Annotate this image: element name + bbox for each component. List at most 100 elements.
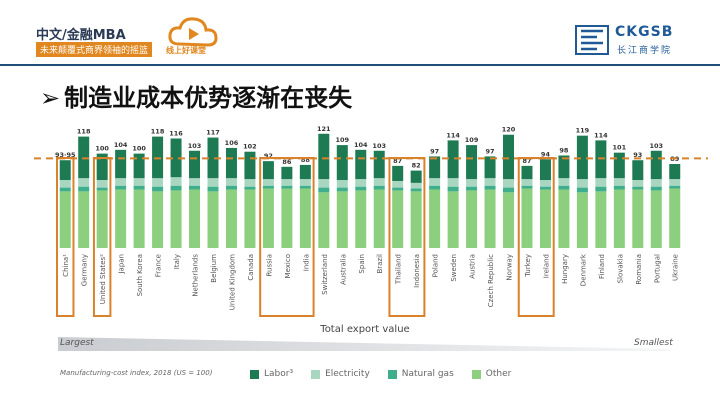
bar-segment-natural-gas (576, 187, 588, 193)
bar-total-label: 104 (354, 141, 368, 149)
bar-total-label: 94 (541, 150, 551, 158)
bar-segment-other (152, 191, 164, 248)
bar-segment-natural-gas (133, 185, 145, 190)
bar-segment-labor (558, 155, 570, 179)
bar-segment-labor (170, 138, 182, 178)
bar-segment-natural-gas (244, 186, 256, 190)
bar-segment-other (650, 190, 662, 248)
bar-total-label: 109 (335, 136, 349, 144)
highlight-box (259, 157, 315, 317)
ckgsb-logo-icon (575, 25, 609, 55)
category-label: Germany (81, 254, 89, 286)
bar-segment-other (410, 191, 422, 248)
bar-segment-labor (410, 170, 422, 183)
bar-segment-electricity (170, 177, 182, 186)
bar-segment-electricity (484, 178, 496, 186)
bar-segment-other (521, 188, 533, 248)
bar-segment-other (447, 191, 459, 248)
legend-item: Natural gas (387, 369, 454, 379)
category-label: Sweden (450, 254, 458, 282)
bar-segment-electricity (115, 178, 127, 186)
bar-segment-natural-gas (96, 187, 108, 191)
bar-segment-other (466, 190, 478, 248)
bar-segment-natural-gas (484, 185, 496, 190)
bar-segment-other (281, 188, 293, 248)
bar-segment-other (429, 189, 441, 248)
bar-total-label: 114 (446, 131, 460, 139)
bar-segment-electricity (262, 179, 274, 186)
bar-segment-electricity (152, 178, 164, 187)
bar-segment-other (539, 189, 551, 248)
chart-footnote: Manufacturing-cost index, 2018 (US = 100… (60, 369, 213, 377)
bar-segment-electricity (244, 179, 256, 187)
bar-segment-natural-gas (595, 186, 607, 192)
bar-segment-labor (207, 137, 219, 179)
category-label: Poland (432, 254, 440, 277)
ckgsb-name-en: CKGSB (615, 24, 674, 40)
bar-segment-natural-gas (466, 186, 478, 191)
bar-segment-natural-gas (115, 185, 127, 190)
bar-segment-electricity (78, 178, 90, 187)
category-label: Italy (173, 254, 181, 269)
bar-segment-other (262, 188, 274, 248)
bar-total-label: 97 (486, 147, 495, 155)
bar-segment-other (78, 191, 90, 248)
bar-segment-natural-gas (59, 187, 71, 192)
bar-segment-other (595, 191, 607, 248)
bar-segment-other (133, 189, 145, 248)
category-label: Denmark (579, 253, 587, 286)
bar-segment-other (299, 188, 311, 248)
category-label: Russia (265, 254, 273, 277)
bar-total-label: 103 (188, 142, 202, 150)
category-label: France (155, 254, 163, 277)
bar-segment-labor (392, 165, 404, 181)
bar-segment-electricity (521, 179, 533, 186)
bar-segment-labor (133, 153, 145, 179)
bar-segment-natural-gas (521, 185, 533, 189)
bar-segment-electricity (539, 180, 551, 187)
category-label: Hungary (561, 254, 569, 284)
bar-segment-natural-gas (299, 185, 311, 189)
bar-segment-electricity (373, 178, 385, 186)
bar-segment-labor (632, 160, 644, 181)
bar-segment-other (336, 191, 348, 248)
legend-label: Natural gas (401, 369, 454, 379)
bar-segment-labor (355, 149, 367, 180)
category-label: Czech Republic (487, 254, 495, 307)
bar-segment-other (207, 191, 219, 248)
bar-segment-electricity (650, 179, 662, 187)
bar-total-label: 86 (282, 158, 292, 166)
category-label: Norway (506, 254, 514, 281)
bar-total-label: 82 (412, 162, 421, 170)
bar-segment-electricity (669, 179, 681, 186)
bar-segment-natural-gas (539, 186, 551, 190)
bar-total-label: 92 (264, 152, 273, 160)
category-label: Thailand (395, 254, 403, 285)
bar-total-label: 100 (95, 145, 109, 153)
category-label: Ireland (542, 254, 550, 278)
legend-item: Electricity (311, 369, 370, 379)
bar-segment-labor (447, 140, 459, 179)
bar-segment-other (318, 192, 330, 248)
category-label: Mexico (284, 254, 292, 278)
bar-segment-natural-gas (669, 185, 681, 189)
bar-segment-electricity (355, 179, 367, 187)
bar-segment-labor (336, 145, 348, 181)
header: 中文/金融MBA 未来颠覆式商界领袖的摇篮 线上好课堂 CKGSB 长江商学院 (0, 0, 720, 64)
bar-segment-other (59, 191, 71, 248)
online-class-label: 线上好课堂 (166, 46, 206, 55)
bar-total-label: 93 (633, 151, 642, 159)
brand-slogan: 未来颠覆式商界领袖的摇篮 (36, 42, 153, 57)
bar-segment-labor (299, 164, 311, 180)
bar-segment-other (96, 190, 108, 248)
bar-segment-labor (650, 150, 662, 180)
bar-total-label: 93·95 (55, 151, 76, 159)
chart-legend: Labor³ Electricity Natural gas Other (250, 369, 511, 379)
bar-segment-labor (59, 160, 71, 181)
bar-segment-other (484, 189, 496, 248)
bar-segment-other (225, 189, 237, 248)
legend-label: Electricity (325, 369, 370, 379)
bar-segment-electricity (595, 178, 607, 187)
bar-segment-other (170, 190, 182, 248)
bar-segment-natural-gas (189, 185, 201, 190)
